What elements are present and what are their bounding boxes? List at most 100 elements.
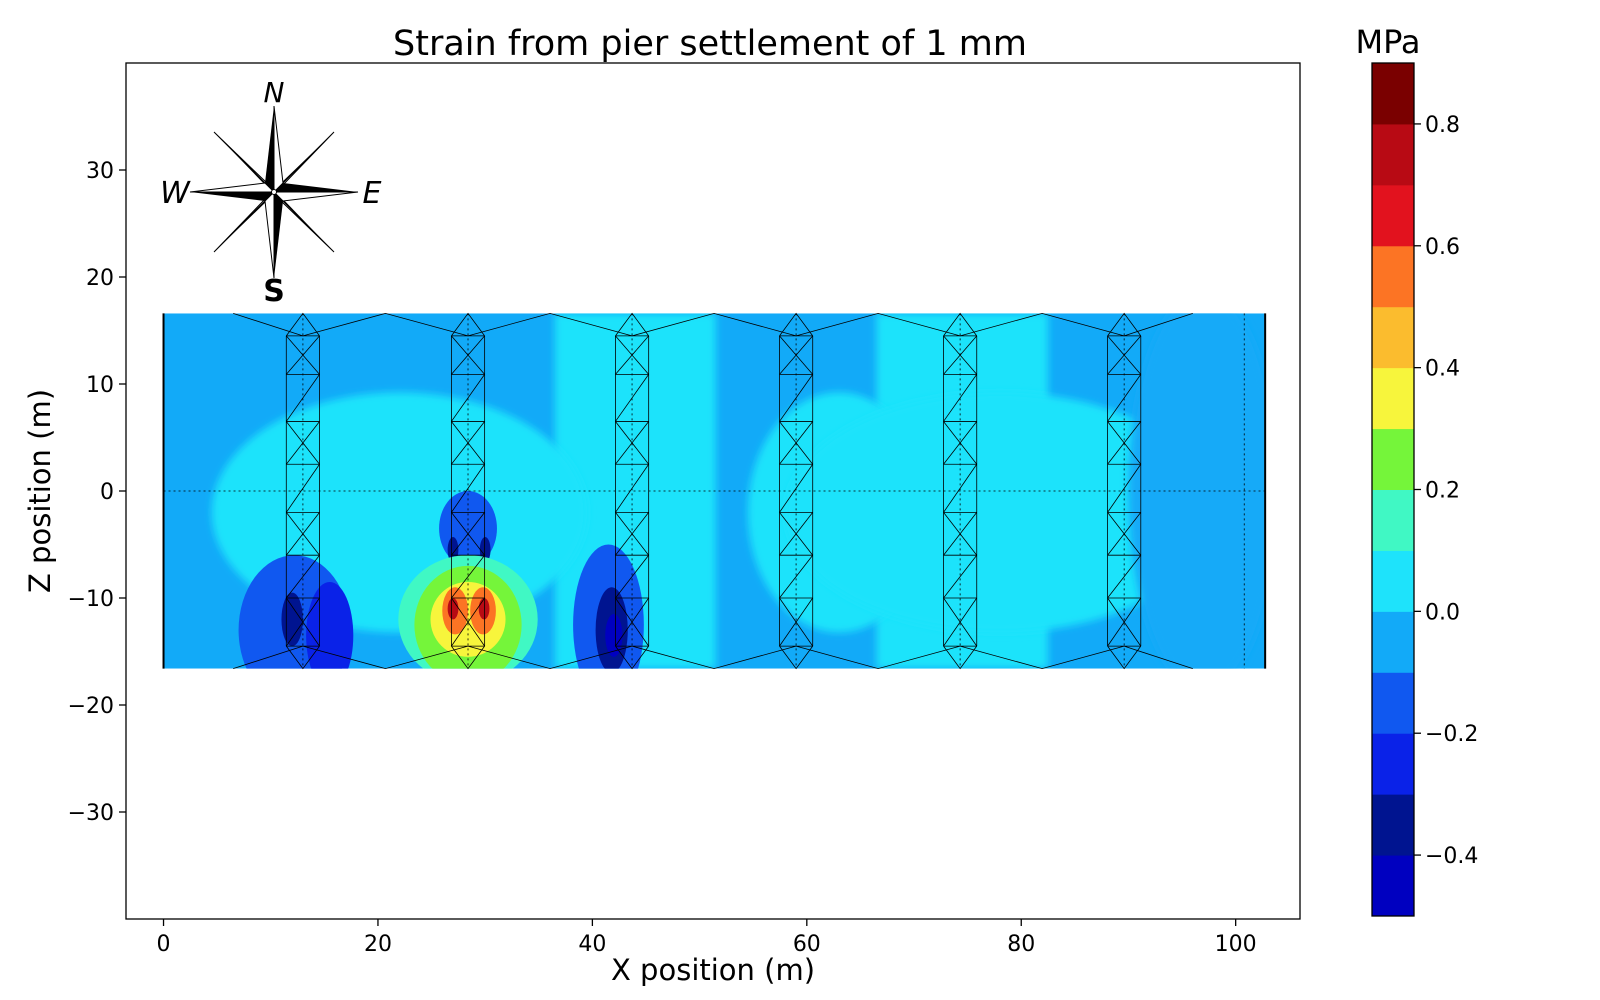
truss-brace — [943, 597, 978, 647]
truss-brace — [615, 335, 649, 375]
truss-cap — [1107, 312, 1142, 337]
deck-edge-truss — [631, 645, 797, 670]
y-axis-label: Z position (m) — [23, 389, 57, 593]
x-tick-label: 100 — [1215, 932, 1257, 957]
x-tick-label: 60 — [793, 932, 821, 957]
y-axis: 30 20 10 0 −10 −20 −30 — [68, 159, 126, 826]
truss-brace — [451, 421, 485, 465]
colorbar-band — [1372, 733, 1414, 795]
colorbar-band — [1372, 794, 1414, 856]
truss-cap — [779, 645, 814, 670]
colorbar-tick-label: 0.4 — [1425, 357, 1460, 382]
x-tick-label: 80 — [1007, 932, 1035, 957]
colorbar-tick-label: 0.6 — [1425, 235, 1460, 260]
truss-brace — [779, 554, 814, 599]
truss-brace — [943, 464, 978, 513]
deck-edge-truss — [233, 645, 304, 670]
colorbar-band — [1372, 855, 1414, 917]
compass-rose: N S E W — [160, 76, 381, 309]
truss-cap — [285, 645, 320, 670]
truss-brace — [943, 512, 978, 556]
colorbar-band — [1372, 550, 1414, 612]
deck-edge-truss — [795, 312, 961, 337]
truss-cap — [615, 645, 649, 670]
truss-brace — [779, 421, 814, 465]
y-tick-label: −30 — [68, 801, 114, 826]
truss-cap — [451, 312, 485, 337]
strain-contour — [478, 598, 490, 620]
colorbar-band — [1372, 367, 1414, 430]
truss-brace — [943, 421, 978, 465]
truss-cap — [285, 312, 320, 337]
truss-brace — [615, 512, 649, 556]
truss-brace — [943, 335, 978, 375]
y-tick-label: −10 — [68, 587, 114, 612]
colorbar-band — [1372, 63, 1414, 125]
x-tick-label: 0 — [157, 932, 171, 957]
strain-contour — [479, 537, 491, 563]
strain-contour — [447, 598, 459, 620]
strain-contour — [605, 614, 623, 657]
deck-edge-truss — [960, 312, 1125, 337]
truss-brace — [1107, 421, 1142, 465]
truss-brace — [285, 464, 320, 513]
truss-cap — [451, 645, 485, 670]
compass-north-label: N — [264, 76, 285, 109]
x-tick-label: 20 — [364, 932, 392, 957]
truss-brace — [451, 464, 485, 513]
truss-brace — [1107, 597, 1142, 647]
truss-brace — [779, 335, 814, 375]
plot-area — [125, 62, 1301, 920]
deck-edge-truss — [1124, 645, 1193, 670]
truss-cap — [943, 645, 978, 670]
compass-west-label: W — [160, 176, 191, 211]
strain-zone-positive — [785, 392, 1215, 633]
truss-structure — [162, 312, 1267, 670]
deck-edge-truss — [467, 312, 633, 337]
truss-brace — [285, 554, 320, 599]
colorbar-tick-label: 0.8 — [1425, 113, 1460, 138]
colorbar-band — [1372, 184, 1414, 247]
y-tick-label: 0 — [100, 480, 114, 505]
truss-brace — [451, 512, 485, 556]
truss-brace — [943, 374, 978, 422]
truss-brace — [615, 374, 649, 422]
truss-brace — [285, 512, 320, 556]
deck-edge-truss — [631, 312, 797, 337]
chart-title: Strain from pier settlement of 1 mm — [393, 24, 1027, 64]
strain-field — [163, 313, 1266, 669]
deck-edge-truss — [302, 312, 469, 337]
colorbar-band — [1372, 428, 1414, 490]
colorbar-band — [1372, 306, 1414, 369]
x-axis: 0 20 40 60 80 100 — [157, 919, 1257, 957]
colorbar-tick-label: 0.2 — [1425, 479, 1460, 504]
colorbar-band — [1372, 489, 1414, 551]
colorbar-tick-label: −0.2 — [1425, 722, 1478, 747]
y-tick-label: 30 — [86, 159, 114, 184]
truss-cap — [779, 312, 814, 337]
colorbar-band — [1372, 672, 1414, 734]
deck-edge-truss — [467, 645, 633, 670]
truss-brace — [1107, 512, 1142, 556]
truss-brace — [615, 464, 650, 513]
colorbar-bands — [1372, 63, 1414, 917]
colorbar-tick-label: 0.0 — [1425, 600, 1460, 625]
colorbar-tick-label: −0.4 — [1425, 844, 1478, 869]
truss-brace — [1107, 554, 1142, 599]
truss-brace — [1107, 335, 1142, 375]
colorbar: MPa 0.8 0.6 0.4 0.2 0.0 −0.2 −0.4 — [1355, 23, 1478, 917]
strain-zone-negative — [1128, 313, 1266, 669]
truss-cap — [1107, 645, 1142, 670]
truss-brace — [615, 554, 649, 599]
truss-brace — [1107, 464, 1142, 513]
truss-brace — [779, 374, 814, 422]
truss-brace — [451, 597, 485, 647]
y-tick-label: −20 — [68, 694, 114, 719]
truss-brace — [285, 374, 320, 422]
deck-edge-truss — [960, 645, 1125, 670]
deck-edge-truss — [302, 645, 469, 670]
x-tick-label: 40 — [578, 932, 606, 957]
truss-brace — [615, 421, 649, 465]
truss-brace — [615, 597, 650, 647]
